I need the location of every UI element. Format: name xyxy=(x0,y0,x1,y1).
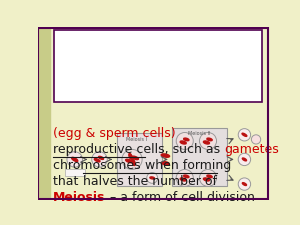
Circle shape xyxy=(238,129,250,141)
Circle shape xyxy=(238,153,250,166)
Circle shape xyxy=(147,173,158,183)
Text: Meiosis I: Meiosis I xyxy=(126,137,147,142)
Ellipse shape xyxy=(98,156,104,160)
Text: halves the number of: halves the number of xyxy=(83,175,217,188)
Ellipse shape xyxy=(184,138,189,141)
Ellipse shape xyxy=(180,141,186,144)
Circle shape xyxy=(176,169,193,186)
Text: – a form of cell division: – a form of cell division xyxy=(106,191,255,204)
Circle shape xyxy=(67,152,83,167)
Circle shape xyxy=(200,133,217,149)
Circle shape xyxy=(176,133,193,149)
Circle shape xyxy=(92,152,107,167)
Bar xyxy=(116,133,161,186)
Ellipse shape xyxy=(126,159,132,163)
Ellipse shape xyxy=(132,156,139,160)
Ellipse shape xyxy=(207,175,212,178)
Ellipse shape xyxy=(161,154,170,157)
Ellipse shape xyxy=(94,159,100,162)
Ellipse shape xyxy=(203,178,209,181)
Bar xyxy=(38,27,50,200)
Bar xyxy=(172,128,227,186)
Text: Meiosis II: Meiosis II xyxy=(188,131,211,136)
Text: when forming: when forming xyxy=(145,159,231,172)
Text: reproductive cells, such as: reproductive cells, such as xyxy=(53,143,224,156)
Text: gametes: gametes xyxy=(224,143,279,156)
Ellipse shape xyxy=(161,162,169,165)
Text: chromosomes: chromosomes xyxy=(53,159,145,172)
Ellipse shape xyxy=(184,175,189,178)
Text: (egg & sperm cells): (egg & sperm cells) xyxy=(53,128,176,140)
Circle shape xyxy=(122,149,142,169)
Ellipse shape xyxy=(242,158,247,161)
Ellipse shape xyxy=(207,138,212,141)
Circle shape xyxy=(200,169,217,186)
FancyBboxPatch shape xyxy=(55,30,262,102)
Text: that: that xyxy=(53,175,83,188)
Text: Meiosis: Meiosis xyxy=(53,191,106,204)
Ellipse shape xyxy=(132,160,135,165)
Ellipse shape xyxy=(242,183,247,185)
Ellipse shape xyxy=(203,141,209,144)
Ellipse shape xyxy=(150,177,154,179)
Ellipse shape xyxy=(180,178,186,181)
Circle shape xyxy=(251,135,261,144)
Circle shape xyxy=(238,178,250,190)
Ellipse shape xyxy=(72,157,78,162)
Ellipse shape xyxy=(242,133,247,136)
Ellipse shape xyxy=(129,153,132,159)
Bar xyxy=(64,169,85,176)
